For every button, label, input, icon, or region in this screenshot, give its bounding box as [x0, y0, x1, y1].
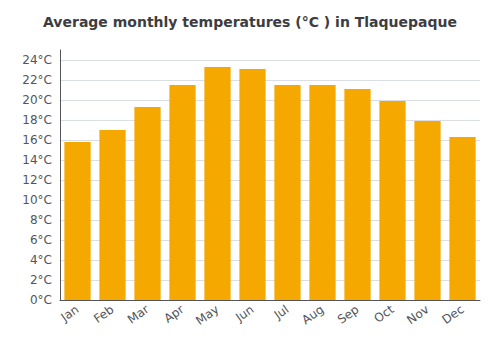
svg-text:Jul: Jul [271, 302, 292, 322]
svg-text:22°C: 22°C [22, 73, 52, 87]
svg-text:8°C: 8°C [30, 213, 52, 227]
svg-text:18°C: 18°C [22, 113, 52, 127]
svg-text:20°C: 20°C [22, 93, 52, 107]
svg-text:2°C: 2°C [30, 273, 52, 287]
svg-text:16°C: 16°C [22, 133, 52, 147]
svg-text:0°C: 0°C [30, 293, 52, 307]
svg-text:10°C: 10°C [22, 193, 52, 207]
svg-text:4°C: 4°C [30, 253, 52, 267]
svg-text:Mar: Mar [125, 302, 152, 326]
svg-text:May: May [193, 302, 221, 328]
svg-text:12°C: 12°C [22, 173, 52, 187]
svg-text:Sep: Sep [335, 302, 362, 326]
svg-text:Aug: Aug [299, 302, 326, 327]
svg-text:6°C: 6°C [30, 233, 52, 247]
svg-text:14°C: 14°C [22, 153, 52, 167]
svg-text:Feb: Feb [91, 302, 116, 326]
svg-text:Jan: Jan [58, 302, 82, 325]
svg-text:Average monthly temperatures (: Average monthly temperatures (°C ) in Tl… [43, 14, 457, 30]
svg-text:Dec: Dec [439, 302, 466, 327]
svg-text:Oct: Oct [371, 302, 396, 326]
svg-text:Nov: Nov [404, 302, 431, 327]
svg-text:Apr: Apr [161, 302, 186, 325]
svg-text:24°C: 24°C [22, 53, 52, 67]
svg-text:Jun: Jun [232, 302, 256, 325]
